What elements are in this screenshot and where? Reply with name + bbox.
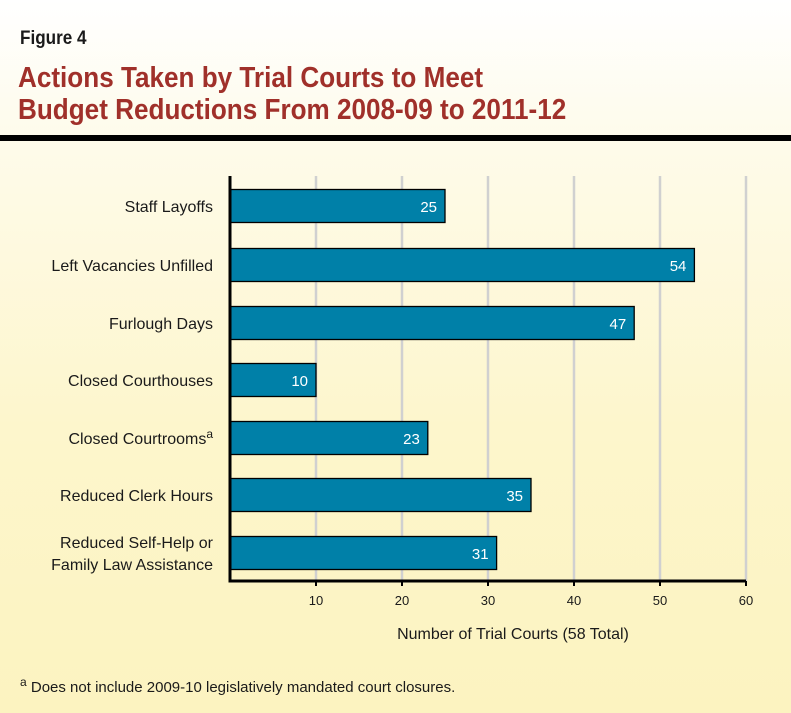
- bar: [229, 477, 532, 513]
- x-axis-label: Number of Trial Courts (58 Total): [397, 626, 629, 643]
- bar: [229, 420, 429, 456]
- bar: [229, 535, 498, 571]
- category-label: Reduced Self-Help or: [60, 535, 214, 552]
- category-label: Left Vacancies Unfilled: [51, 258, 213, 275]
- figure-label: Figure 4: [20, 28, 87, 49]
- category-label: Staff Layoffs: [125, 199, 213, 216]
- x-tick-label: 40: [567, 593, 581, 608]
- category-label: Family Law Assistance: [51, 557, 213, 574]
- bar-value-label: 35: [506, 488, 523, 505]
- category-label: Closed Courthouses: [68, 373, 213, 390]
- category-label: Furlough Days: [109, 316, 213, 333]
- title-divider: [0, 135, 791, 141]
- title-line-1: Actions Taken by Trial Courts to Meet: [18, 62, 484, 94]
- x-tick-label: 10: [309, 593, 323, 608]
- bar-value-label: 54: [670, 258, 687, 275]
- footnote: a Does not include 2009-10 legislatively…: [20, 675, 455, 696]
- title-line-2: Budget Reductions From 2008-09 to 2011-1…: [18, 94, 567, 126]
- footnote-marker: a: [20, 675, 27, 689]
- category-label: Reduced Clerk Hours: [60, 488, 213, 505]
- chart-title: Actions Taken by Trial Courts to Meet Bu…: [18, 62, 566, 126]
- footnote-marker: a: [206, 427, 213, 441]
- category-label: Closed Courtroomsa: [68, 427, 213, 448]
- bar: [229, 188, 446, 224]
- x-tick-label: 20: [395, 593, 409, 608]
- bar-value-label: 31: [472, 546, 489, 563]
- x-tick-label: 60: [739, 593, 753, 608]
- bar-value-label: 47: [610, 316, 627, 333]
- bar-value-label: 10: [291, 373, 308, 390]
- bar: [229, 247, 696, 283]
- bar: [229, 305, 635, 341]
- bar-value-label: 25: [420, 199, 437, 216]
- bar-value-label: 23: [403, 431, 420, 448]
- x-tick-label: 50: [653, 593, 667, 608]
- footnote-text: Does not include 2009-10 legislatively m…: [30, 679, 456, 696]
- x-tick-label: 30: [481, 593, 495, 608]
